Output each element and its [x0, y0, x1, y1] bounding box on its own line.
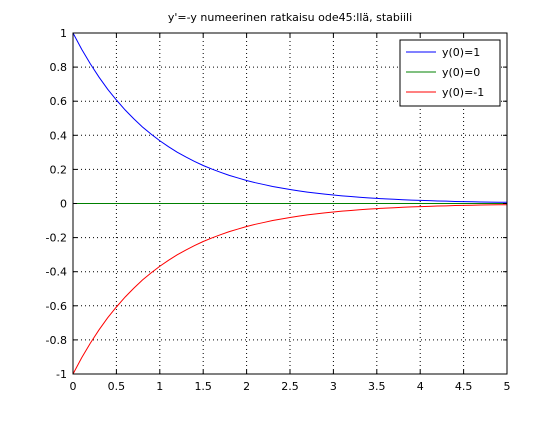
y-tick-label: -1: [56, 368, 67, 381]
series-line-y-0-1: [72, 32, 507, 203]
y-tick-label: -0.6: [46, 300, 67, 313]
x-tick-label: 0.5: [108, 380, 126, 393]
y-tick-label: -0.8: [46, 334, 67, 347]
x-tick-label: 4: [417, 380, 424, 393]
y-tick-label: 0: [60, 198, 67, 211]
x-tick-label: 0: [70, 380, 77, 393]
y-tick-label: 0.4: [50, 129, 68, 142]
x-tick-label: 3: [330, 380, 337, 393]
x-tick-label: 5: [504, 380, 511, 393]
x-tick-label: 1.5: [194, 380, 212, 393]
legend-label: y(0)=0: [442, 66, 480, 79]
y-tick-label: 1: [60, 27, 67, 40]
y-tick-label: 0.8: [50, 61, 68, 74]
legend-label: y(0)=-1: [442, 86, 484, 99]
x-tick-label: 3.5: [368, 380, 386, 393]
x-tick-label: 4.5: [455, 380, 473, 393]
series-line-y-0-1: [72, 204, 507, 375]
legend-label: y(0)=1: [442, 46, 480, 59]
legend-box: [399, 39, 501, 107]
x-tick-label: 2: [243, 380, 250, 393]
series-layer: [72, 32, 507, 375]
axis-ticks: 0 0.5 1 1.5 2 2.5 3 3.5 4 4.5 5 -1 -0.8 -0.6 -0.4 -0.2 0…: [46, 27, 511, 393]
y-tick-label: 0.2: [50, 163, 68, 176]
y-tick-label: 0.6: [50, 95, 68, 108]
x-tick-label: 1: [156, 380, 163, 393]
x-tick-label: 2.5: [281, 380, 299, 393]
legend: y(0)=1 y(0)=0 y(0)=-1: [399, 39, 501, 107]
y-tick-label: -0.4: [46, 266, 67, 279]
chart-title: y'=-y numeerinen ratkaisu ode45:llä, sta…: [168, 11, 412, 24]
grid: [73, 33, 507, 374]
y-tick-label: -0.2: [46, 232, 67, 245]
